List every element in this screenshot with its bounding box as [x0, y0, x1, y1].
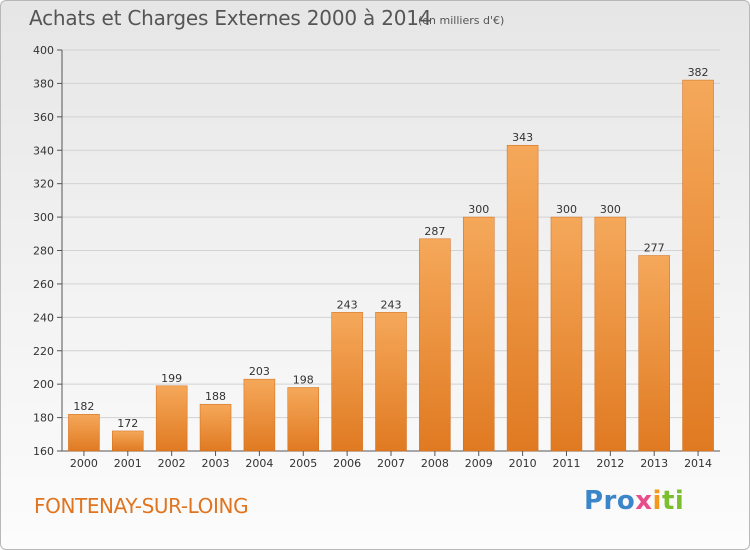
data-label-2010: 343 — [512, 131, 533, 144]
bar-2008 — [419, 238, 451, 452]
bar-2009 — [462, 216, 495, 452]
bar-2013 — [638, 255, 670, 452]
bars — [68, 79, 714, 452]
x-tick-label-2001: 2001 — [114, 457, 142, 470]
bar-2004 — [243, 378, 276, 452]
data-label-2011: 300 — [556, 203, 577, 216]
y-tick-label: 240 — [33, 311, 54, 324]
x-tick-label-2014: 2014 — [684, 457, 712, 470]
y-tick-label: 280 — [33, 245, 54, 258]
x-tick-label-2000: 2000 — [70, 457, 98, 470]
x-tick-label-2003: 2003 — [202, 457, 230, 470]
data-label-2003: 188 — [205, 390, 226, 403]
x-tick-label-2005: 2005 — [289, 457, 317, 470]
data-label-2002: 199 — [161, 372, 182, 385]
bar-2000 — [68, 413, 100, 452]
bar-2014 — [682, 79, 714, 452]
proxiti-logo: Proxiti — [584, 486, 685, 516]
data-label-2006: 243 — [337, 298, 358, 311]
bar-2001 — [112, 430, 144, 452]
chart-subtitle: (en milliers d'€) — [418, 14, 505, 27]
data-label-2014: 382 — [688, 66, 709, 79]
y-tick-label: 160 — [33, 445, 54, 458]
x-tick-label-2012: 2012 — [596, 457, 624, 470]
data-label-2007: 243 — [381, 298, 402, 311]
bar-2011 — [550, 216, 583, 452]
x-tick-label-2009: 2009 — [465, 457, 493, 470]
data-label-2005: 198 — [293, 374, 314, 387]
data-label-2004: 203 — [249, 365, 270, 378]
x-tick-label-2006: 2006 — [333, 457, 361, 470]
y-tick-label: 200 — [33, 378, 54, 391]
chart-title: Achats et Charges Externes 2000 à 2014 — [29, 6, 432, 30]
data-label-2013: 277 — [644, 242, 665, 255]
y-tick-label: 380 — [33, 77, 54, 90]
data-label-2008: 287 — [424, 225, 445, 238]
location-name: FONTENAY-SUR-LOING — [34, 494, 249, 518]
data-label-2012: 300 — [600, 203, 621, 216]
x-tick-label-2011: 2011 — [552, 457, 580, 470]
bar-2012 — [594, 216, 627, 452]
y-tick-label: 400 — [33, 44, 54, 57]
y-tick-label: 320 — [33, 178, 54, 191]
y-tick-label: 260 — [33, 278, 54, 291]
bar-2007 — [375, 312, 407, 452]
x-tick-label-2007: 2007 — [377, 457, 405, 470]
x-tick-label-2002: 2002 — [158, 457, 186, 470]
x-tick-labels: 2000 2001 2002 2003 2004 2005 2006 2007 2008 2009… — [70, 451, 712, 470]
y-tick-labels: 160 180 200 220 240 260 280 300 320 340 360 380 400 — [33, 44, 54, 458]
bar-2010 — [506, 144, 539, 452]
y-tick-label: 340 — [33, 144, 54, 157]
x-tick-label-2013: 2013 — [640, 457, 668, 470]
y-tick-label: 220 — [33, 345, 54, 358]
data-label-2000: 182 — [73, 400, 94, 413]
x-tick-label-2010: 2010 — [509, 457, 537, 470]
bar-2002 — [155, 385, 188, 452]
data-labels: 182 172 199 188 203 198 243 243 287 300 343 300 300 2… — [73, 66, 708, 430]
bar-2005 — [287, 387, 320, 452]
bar-2006 — [331, 312, 363, 452]
y-tick-label: 300 — [33, 211, 54, 224]
x-tick-label-2008: 2008 — [421, 457, 449, 470]
y-tick-label: 360 — [33, 111, 54, 124]
bar-2003 — [199, 403, 232, 452]
x-tick-label-2004: 2004 — [245, 457, 273, 470]
y-tick-label: 180 — [33, 412, 54, 425]
data-label-2001: 172 — [117, 417, 138, 430]
data-label-2009: 300 — [468, 203, 489, 216]
